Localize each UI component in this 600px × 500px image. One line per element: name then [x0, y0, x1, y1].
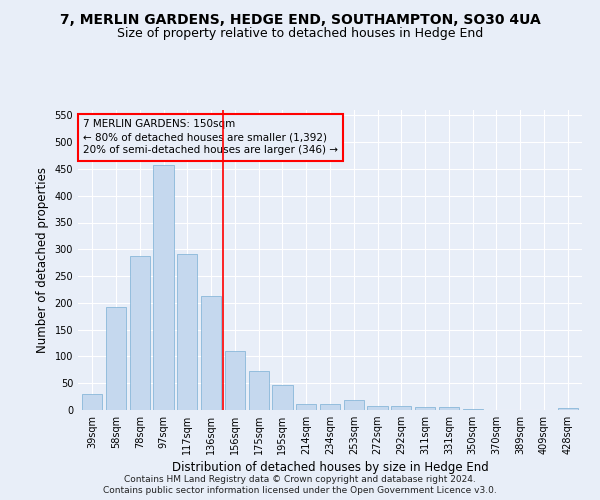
- Bar: [344, 400, 364, 410]
- Text: 7 MERLIN GARDENS: 150sqm
← 80% of detached houses are smaller (1,392)
20% of sem: 7 MERLIN GARDENS: 150sqm ← 80% of detach…: [83, 119, 338, 156]
- Text: Size of property relative to detached houses in Hedge End: Size of property relative to detached ho…: [117, 28, 483, 40]
- Text: Contains HM Land Registry data © Crown copyright and database right 2024.: Contains HM Land Registry data © Crown c…: [124, 475, 476, 484]
- Bar: [177, 254, 197, 410]
- Bar: [557, 408, 578, 410]
- Bar: [415, 408, 435, 410]
- Bar: [225, 351, 245, 410]
- Bar: [367, 406, 388, 410]
- Bar: [82, 394, 103, 410]
- Bar: [272, 385, 293, 410]
- Bar: [463, 409, 483, 410]
- Bar: [439, 408, 459, 410]
- Bar: [154, 164, 173, 410]
- Bar: [201, 296, 221, 410]
- Bar: [248, 371, 269, 410]
- Y-axis label: Number of detached properties: Number of detached properties: [36, 167, 49, 353]
- Bar: [130, 256, 150, 410]
- X-axis label: Distribution of detached houses by size in Hedge End: Distribution of detached houses by size …: [172, 462, 488, 474]
- Bar: [106, 307, 126, 410]
- Text: Contains public sector information licensed under the Open Government Licence v3: Contains public sector information licen…: [103, 486, 497, 495]
- Text: 7, MERLIN GARDENS, HEDGE END, SOUTHAMPTON, SO30 4UA: 7, MERLIN GARDENS, HEDGE END, SOUTHAMPTO…: [59, 12, 541, 26]
- Bar: [320, 404, 340, 410]
- Bar: [296, 404, 316, 410]
- Bar: [391, 406, 412, 410]
